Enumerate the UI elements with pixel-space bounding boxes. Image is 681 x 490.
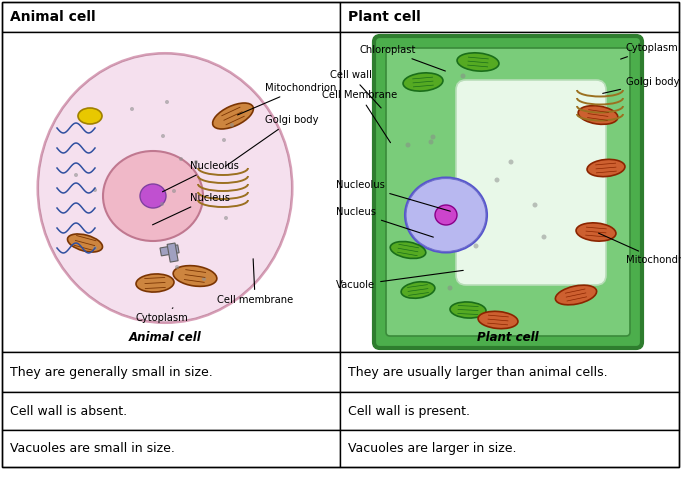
Text: Cell Membrane: Cell Membrane bbox=[322, 90, 397, 143]
Ellipse shape bbox=[130, 107, 134, 111]
Ellipse shape bbox=[74, 173, 78, 177]
Text: Nucleolus: Nucleolus bbox=[336, 180, 450, 211]
Ellipse shape bbox=[172, 189, 176, 193]
Ellipse shape bbox=[78, 108, 102, 124]
Ellipse shape bbox=[103, 151, 203, 241]
Text: Mitochondria: Mitochondria bbox=[599, 233, 681, 265]
Text: Cytoplasm: Cytoplasm bbox=[135, 308, 188, 323]
Ellipse shape bbox=[428, 140, 434, 145]
Text: Plant cell: Plant cell bbox=[477, 331, 539, 344]
Text: Animal cell: Animal cell bbox=[10, 10, 95, 24]
Ellipse shape bbox=[578, 106, 618, 124]
Ellipse shape bbox=[67, 234, 103, 252]
Bar bbox=[340, 2, 679, 32]
Ellipse shape bbox=[37, 53, 293, 323]
FancyBboxPatch shape bbox=[386, 48, 630, 336]
Text: Cell wall is absent.: Cell wall is absent. bbox=[10, 405, 127, 417]
Text: Chloroplast: Chloroplast bbox=[360, 45, 445, 71]
Bar bbox=[160, 245, 179, 256]
FancyBboxPatch shape bbox=[374, 36, 642, 348]
Bar bbox=[2, 32, 340, 352]
Ellipse shape bbox=[175, 265, 179, 269]
Bar bbox=[2, 430, 340, 467]
Ellipse shape bbox=[212, 103, 253, 129]
Ellipse shape bbox=[533, 202, 537, 207]
Ellipse shape bbox=[405, 143, 411, 147]
Ellipse shape bbox=[587, 159, 625, 176]
Text: Animal cell: Animal cell bbox=[129, 331, 202, 344]
Ellipse shape bbox=[165, 100, 169, 104]
Ellipse shape bbox=[450, 302, 486, 318]
Ellipse shape bbox=[494, 177, 499, 182]
Text: Plant cell: Plant cell bbox=[348, 10, 421, 24]
Text: Nucleus: Nucleus bbox=[336, 207, 433, 237]
Ellipse shape bbox=[230, 123, 234, 127]
Ellipse shape bbox=[576, 223, 616, 241]
Ellipse shape bbox=[136, 274, 174, 292]
Ellipse shape bbox=[403, 73, 443, 91]
Ellipse shape bbox=[222, 138, 226, 142]
Text: Cell membrane: Cell membrane bbox=[217, 259, 294, 305]
Text: Golgi body: Golgi body bbox=[603, 77, 680, 94]
Bar bbox=[340, 32, 679, 352]
Text: Mitochondrion: Mitochondrion bbox=[238, 83, 336, 115]
Ellipse shape bbox=[179, 157, 183, 161]
Ellipse shape bbox=[447, 286, 452, 291]
Ellipse shape bbox=[401, 282, 435, 298]
Text: Cell wall is present.: Cell wall is present. bbox=[348, 405, 470, 417]
Text: They are generally small in size.: They are generally small in size. bbox=[10, 366, 212, 378]
Bar bbox=[340, 352, 679, 392]
Text: Golgi body: Golgi body bbox=[225, 115, 319, 167]
Ellipse shape bbox=[202, 277, 206, 281]
Ellipse shape bbox=[390, 242, 426, 259]
Ellipse shape bbox=[435, 205, 457, 225]
Ellipse shape bbox=[473, 244, 479, 248]
Ellipse shape bbox=[556, 285, 597, 305]
Ellipse shape bbox=[460, 74, 466, 78]
Ellipse shape bbox=[541, 235, 546, 240]
Bar bbox=[167, 243, 178, 262]
Ellipse shape bbox=[457, 53, 499, 71]
Text: Vacuoles are small in size.: Vacuoles are small in size. bbox=[10, 442, 175, 455]
Bar bbox=[340, 392, 679, 430]
Ellipse shape bbox=[161, 134, 165, 138]
Ellipse shape bbox=[140, 184, 166, 208]
Ellipse shape bbox=[509, 160, 513, 165]
Ellipse shape bbox=[93, 188, 97, 192]
Ellipse shape bbox=[430, 134, 436, 140]
Ellipse shape bbox=[405, 177, 487, 252]
Ellipse shape bbox=[224, 216, 228, 220]
Ellipse shape bbox=[160, 202, 164, 206]
Bar bbox=[2, 2, 340, 32]
Text: Nucleus: Nucleus bbox=[153, 193, 230, 225]
Text: Cell wall: Cell wall bbox=[330, 70, 381, 108]
Bar bbox=[2, 392, 340, 430]
Ellipse shape bbox=[173, 266, 217, 286]
Text: Cytoplasm: Cytoplasm bbox=[620, 43, 679, 59]
Text: They are usually larger than animal cells.: They are usually larger than animal cell… bbox=[348, 366, 607, 378]
Bar bbox=[2, 352, 340, 392]
FancyBboxPatch shape bbox=[456, 80, 606, 285]
Text: Vacuoles are larger in size.: Vacuoles are larger in size. bbox=[348, 442, 516, 455]
Ellipse shape bbox=[194, 160, 198, 164]
Bar bbox=[340, 430, 679, 467]
Ellipse shape bbox=[478, 311, 518, 329]
Ellipse shape bbox=[93, 246, 97, 250]
Text: Nucleolus: Nucleolus bbox=[163, 161, 239, 192]
Text: Vacuole: Vacuole bbox=[336, 270, 463, 290]
